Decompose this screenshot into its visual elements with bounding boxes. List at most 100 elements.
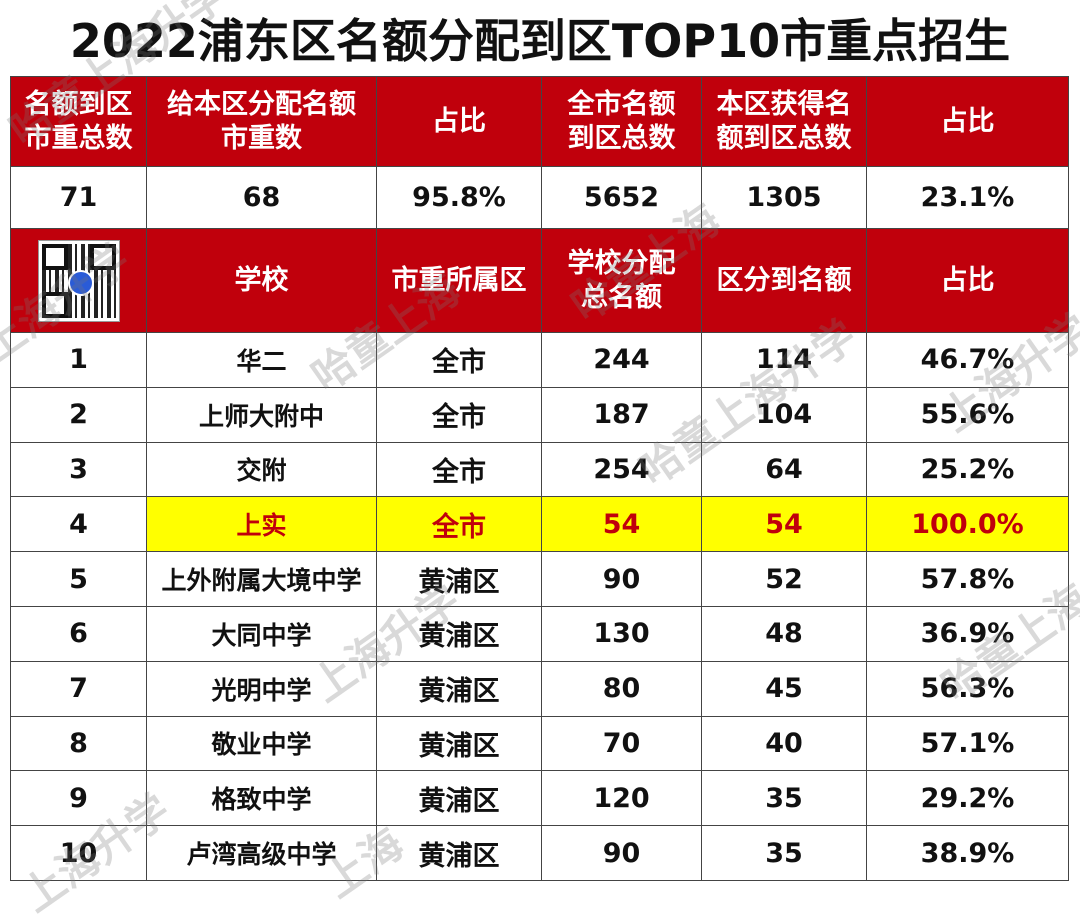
ratio-cell: 57.1% (866, 715, 1069, 772)
district-cell: 黄浦区 (376, 715, 542, 772)
total-cell: 244 (541, 332, 702, 388)
total-cell: 90 (541, 551, 702, 607)
school-cell: 大同中学 (146, 605, 377, 662)
ratio-cell: 25.2% (866, 441, 1069, 498)
allocated-cell: 40 (701, 715, 867, 772)
school-cell: 格致中学 (146, 770, 377, 827)
school-cell: 上师大附中 (146, 386, 377, 443)
school-cell: 光明中学 (146, 660, 377, 717)
ratio-cell: 46.7% (866, 332, 1069, 388)
header-line: 全市名额 (567, 88, 676, 120)
header-line: 学校分配 (567, 247, 676, 279)
total-cell: 254 (541, 441, 702, 498)
ratio-cell: 56.3% (866, 660, 1069, 717)
header-line: 占比 (432, 105, 486, 137)
allocated-cell: 64 (701, 441, 867, 498)
allocated-cell: 35 (701, 825, 867, 881)
allocated-cell: 52 (701, 551, 867, 607)
summary-header-cell: 占比 (376, 76, 542, 167)
summary-value-cell: 1305 (701, 166, 867, 229)
table-row: 8 敬业中学 黄浦区 70 40 57.1% (10, 715, 1069, 772)
header-line: 占比 (940, 264, 995, 296)
header-line: 区分到名额 (716, 264, 852, 296)
summary-header-cell: 本区获得名 额到区总数 (701, 76, 867, 167)
table-row: 6 大同中学 黄浦区 130 48 36.9% (10, 605, 1069, 662)
table-row: 2 上师大附中 全市 187 104 55.6% (10, 386, 1069, 443)
table-row: 7 光明中学 黄浦区 80 45 56.3% (10, 660, 1069, 717)
ratio-cell: 38.9% (866, 825, 1069, 881)
district-cell: 黄浦区 (376, 660, 542, 717)
table-row: 5 上外附属大境中学 黄浦区 90 52 57.8% (10, 551, 1069, 607)
header-line: 总名额 (581, 281, 662, 313)
list-header-cell: 占比 (866, 228, 1069, 333)
summary-header-cell: 占比 (866, 76, 1069, 167)
district-cell: 黄浦区 (376, 605, 542, 662)
header-line: 占比 (940, 105, 995, 137)
total-cell: 80 (541, 660, 702, 717)
rank-cell: 4 (10, 496, 147, 553)
ratio-cell: 55.6% (866, 386, 1069, 443)
summary-value-cell: 23.1% (866, 166, 1069, 229)
header-line: 给本区分配名额 (167, 88, 356, 120)
data-rows: 1 华二 全市 244 114 46.7% 2 上师大附中 全市 187 104 55.6% 3 交附 全市… (10, 332, 1069, 881)
summary-header-cell: 给本区分配名额 市重数 (146, 76, 377, 167)
school-cell: 上实 (146, 496, 377, 553)
header-line: 名额到区 (24, 88, 133, 120)
school-cell: 华二 (146, 332, 377, 388)
district-cell: 全市 (376, 386, 542, 443)
qr-code-icon (37, 239, 120, 322)
header-line: 学校 (234, 264, 289, 296)
allocated-cell: 48 (701, 605, 867, 662)
header-line: 市重所属区 (391, 264, 527, 296)
school-cell: 上外附属大境中学 (146, 551, 377, 607)
total-cell: 187 (541, 386, 702, 443)
summary-header-row: 名额到区 市重总数 给本区分配名额 市重数 占比 全市名额 到区总数 本区获得名 额到区… (10, 76, 1069, 167)
table-row: 4 上实 全市 54 54 100.0% (10, 496, 1069, 553)
list-header-cell: 学校 (146, 228, 377, 333)
table-row: 3 交附 全市 254 64 25.2% (10, 441, 1069, 498)
header-line: 市重数 (221, 122, 302, 154)
ratio-cell: 36.9% (866, 605, 1069, 662)
rank-cell: 8 (10, 715, 147, 772)
school-cell: 卢湾高级中学 (146, 825, 377, 881)
allocated-cell: 54 (701, 496, 867, 553)
total-cell: 130 (541, 605, 702, 662)
summary-value-cell: 71 (10, 166, 147, 229)
table-row: 10 卢湾高级中学 黄浦区 90 35 38.9% (10, 825, 1069, 881)
total-cell: 54 (541, 496, 702, 553)
school-cell: 交附 (146, 441, 377, 498)
total-cell: 90 (541, 825, 702, 881)
ratio-cell: 29.2% (866, 770, 1069, 827)
rank-cell: 7 (10, 660, 147, 717)
summary-header-cell: 名额到区 市重总数 (10, 76, 147, 167)
ratio-cell: 57.8% (866, 551, 1069, 607)
allocated-cell: 35 (701, 770, 867, 827)
rank-cell: 9 (10, 770, 147, 827)
list-header-cell: 区分到名额 (701, 228, 867, 333)
page-title: 2022浦东区名额分配到区TOP10市重点招生 (69, 14, 1011, 68)
district-cell: 全市 (376, 496, 542, 553)
list-header-row: 学校 市重所属区 学校分配 总名额 区分到名额 占比 (10, 228, 1069, 333)
qr-code-cell (10, 228, 147, 333)
district-cell: 黄浦区 (376, 770, 542, 827)
list-header-cell: 学校分配 总名额 (541, 228, 702, 333)
summary-value-cell: 95.8% (376, 166, 542, 229)
rank-cell: 6 (10, 605, 147, 662)
summary-value-cell: 5652 (541, 166, 702, 229)
allocated-cell: 104 (701, 386, 867, 443)
district-cell: 全市 (376, 332, 542, 388)
rank-cell: 10 (10, 825, 147, 881)
header-line: 额到区总数 (716, 122, 852, 154)
summary-value-row: 71 68 95.8% 5652 1305 23.1% (10, 166, 1069, 229)
table-row: 1 华二 全市 244 114 46.7% (10, 332, 1069, 388)
rank-cell: 2 (10, 386, 147, 443)
enrollment-table: 名额到区 市重总数 给本区分配名额 市重数 占比 全市名额 到区总数 本区获得名 额到区… (10, 76, 1069, 881)
header-line: 到区总数 (567, 122, 676, 154)
total-cell: 120 (541, 770, 702, 827)
school-cell: 敬业中学 (146, 715, 377, 772)
district-cell: 黄浦区 (376, 551, 542, 607)
allocated-cell: 114 (701, 332, 867, 388)
list-header-cell: 市重所属区 (376, 228, 542, 333)
rank-cell: 3 (10, 441, 147, 498)
table-row: 9 格致中学 黄浦区 120 35 29.2% (10, 770, 1069, 827)
